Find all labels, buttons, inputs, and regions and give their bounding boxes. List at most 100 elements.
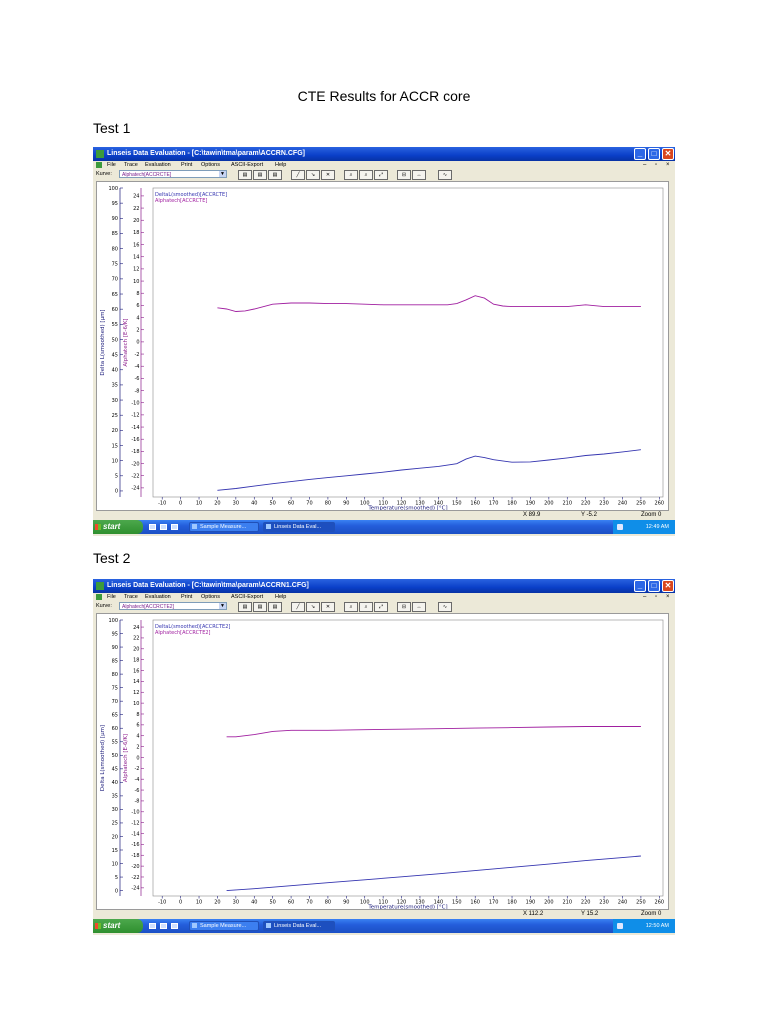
tool-button-1[interactable]: ▤ <box>238 170 252 180</box>
menu-ascii-export[interactable]: ASCII-Export <box>231 162 264 168</box>
x-axis-tick-label: 80 <box>325 900 331 906</box>
right-axis-tick-label: -22 <box>131 474 139 480</box>
close-button[interactable]: ✕ <box>662 580 674 592</box>
zoom-in-icon[interactable]: ⌕ <box>344 170 358 180</box>
menu-trace[interactable]: Trace <box>124 594 138 600</box>
cross-tool-icon[interactable]: ✕ <box>321 170 335 180</box>
plot-area[interactable]: 0 5 10 15 20 25 30 35 40 45 50 55 60 65 70 75 80 85 90 95 10… <box>96 613 669 910</box>
tool-button-3[interactable]: ▤ <box>268 602 282 612</box>
kurve-select[interactable]: Alphatech[ACCRCTE] ▼ <box>119 170 227 178</box>
right-axis-tick-label: -22 <box>131 875 139 881</box>
menu-ascii-export[interactable]: ASCII-Export <box>231 594 264 600</box>
taskbar-item-linseis[interactable]: Linseis Data Eval... <box>263 921 335 931</box>
x-axis-tick-label: 250 <box>636 900 646 906</box>
plot-area[interactable]: 0 5 10 15 20 25 30 35 40 45 50 55 60 65 70 75 80 85 90 95 10… <box>96 181 669 511</box>
right-axis-tick-label: -18 <box>131 449 139 455</box>
menu-file[interactable]: File <box>107 594 116 600</box>
menu-trace[interactable]: Trace <box>124 162 138 168</box>
menu-options[interactable]: Options <box>201 594 220 600</box>
clock: 12:49 AM <box>645 524 669 530</box>
close-button[interactable]: ✕ <box>662 148 674 160</box>
tool-button-2[interactable]: ▤ <box>253 602 267 612</box>
x-axis-tick-label: 150 <box>452 900 462 906</box>
zoom-reset-icon[interactable]: ⤢ <box>374 170 388 180</box>
x-axis-tick-label: 90 <box>343 501 349 507</box>
fit-width-icon[interactable]: ⊟ <box>397 170 411 180</box>
cursor-y-readout: Y -5.2 <box>581 512 597 518</box>
kurve-select-value: Alphatech[ACCRCTE] <box>122 172 172 178</box>
mdi-close-icon[interactable]: × <box>666 594 670 600</box>
quicklaunch-media-icon[interactable] <box>171 524 178 530</box>
quicklaunch-media-icon[interactable] <box>171 923 178 929</box>
x-axis-tick-label: 130 <box>415 501 425 507</box>
menu-help[interactable]: Help <box>275 162 287 168</box>
taskbar-item-linseis[interactable]: Linseis Data Eval... <box>263 522 335 532</box>
x-axis-tick-label: 80 <box>325 501 331 507</box>
zoom-in-icon[interactable]: ⌕ <box>344 602 358 612</box>
menu-evaluation[interactable]: Evaluation <box>145 162 171 168</box>
x-axis-tick-label: 0 <box>179 501 182 507</box>
alphatech-series-line <box>217 295 641 312</box>
fit-width-icon[interactable]: ⊟ <box>397 602 411 612</box>
right-axis-tick-label: 14 <box>133 255 139 261</box>
alphatech-series-line <box>226 726 641 738</box>
tray-icon[interactable] <box>617 923 623 929</box>
range-icon[interactable]: ↔ <box>412 170 426 180</box>
left-axis-tick-label: 40 <box>112 780 118 786</box>
tool-button-3[interactable]: ▤ <box>268 170 282 180</box>
right-axis-tick-label: -4 <box>135 777 140 783</box>
menu-evaluation[interactable]: Evaluation <box>145 594 171 600</box>
right-axis-tick-label: -6 <box>135 376 140 382</box>
menu-options[interactable]: Options <box>201 162 220 168</box>
menu-file[interactable]: File <box>107 162 116 168</box>
line-tool-icon[interactable]: ╱ <box>291 170 305 180</box>
menu-doc-icon <box>96 594 102 600</box>
start-button[interactable]: start <box>93 520 143 534</box>
measure-tool-icon[interactable]: ↘ <box>306 602 320 612</box>
x-axis-tick-label: 110 <box>378 900 388 906</box>
zoom-reset-icon[interactable]: ⤢ <box>374 602 388 612</box>
maximize-button[interactable]: □ <box>648 580 660 592</box>
curve-icon[interactable]: ∿ <box>438 170 452 180</box>
right-axis-tick-label: 16 <box>133 668 139 674</box>
x-axis-tick-label: 180 <box>507 501 517 507</box>
chevron-down-icon[interactable]: ▼ <box>219 171 226 177</box>
curve-icon[interactable]: ∿ <box>438 602 452 612</box>
maximize-button[interactable]: □ <box>648 148 660 160</box>
quicklaunch-desktop-icon[interactable] <box>149 524 156 530</box>
chevron-down-icon[interactable]: ▼ <box>219 603 226 609</box>
menu-print[interactable]: Print <box>181 594 193 600</box>
system-tray: 12:50 AM <box>613 919 675 933</box>
quicklaunch-browser-icon[interactable] <box>160 524 167 530</box>
kurve-select[interactable]: Alphatech[ACCRCTE2] ▼ <box>119 602 227 610</box>
tray-icon[interactable] <box>617 524 623 530</box>
left-axis-tick-label: 25 <box>112 821 118 827</box>
zoom-out-icon[interactable]: ⌕ <box>359 170 373 180</box>
taskbar-item-label: Sample Measure... <box>200 524 247 530</box>
menu-print[interactable]: Print <box>181 162 193 168</box>
range-icon[interactable]: ↔ <box>412 602 426 612</box>
menu-help[interactable]: Help <box>275 594 287 600</box>
mdi-minimize-icon[interactable]: – <box>643 594 647 600</box>
measure-tool-icon[interactable]: ↘ <box>306 170 320 180</box>
x-axis-tick-label: 50 <box>269 900 275 906</box>
quicklaunch-desktop-icon[interactable] <box>149 923 156 929</box>
left-axis-tick-label: 75 <box>112 262 118 268</box>
cross-tool-icon[interactable]: ✕ <box>321 602 335 612</box>
mdi-restore-icon[interactable]: ▫ <box>655 594 658 600</box>
x-axis-tick-label: 0 <box>179 900 182 906</box>
left-axis-tick-label: 30 <box>112 807 118 813</box>
tool-button-2[interactable]: ▤ <box>253 170 267 180</box>
zoom-out-icon[interactable]: ⌕ <box>359 602 373 612</box>
mdi-restore-icon[interactable]: ▫ <box>655 162 658 168</box>
line-tool-icon[interactable]: ╱ <box>291 602 305 612</box>
minimize-button[interactable]: _ <box>634 580 646 592</box>
mdi-close-icon[interactable]: × <box>666 162 670 168</box>
taskbar-item-sample-measure[interactable]: Sample Measure... <box>189 921 259 931</box>
quicklaunch-browser-icon[interactable] <box>160 923 167 929</box>
tool-button-1[interactable]: ▤ <box>238 602 252 612</box>
mdi-minimize-icon[interactable]: – <box>643 162 647 168</box>
start-button[interactable]: start <box>93 919 143 933</box>
taskbar-item-sample-measure[interactable]: Sample Measure... <box>189 522 259 532</box>
minimize-button[interactable]: _ <box>634 148 646 160</box>
